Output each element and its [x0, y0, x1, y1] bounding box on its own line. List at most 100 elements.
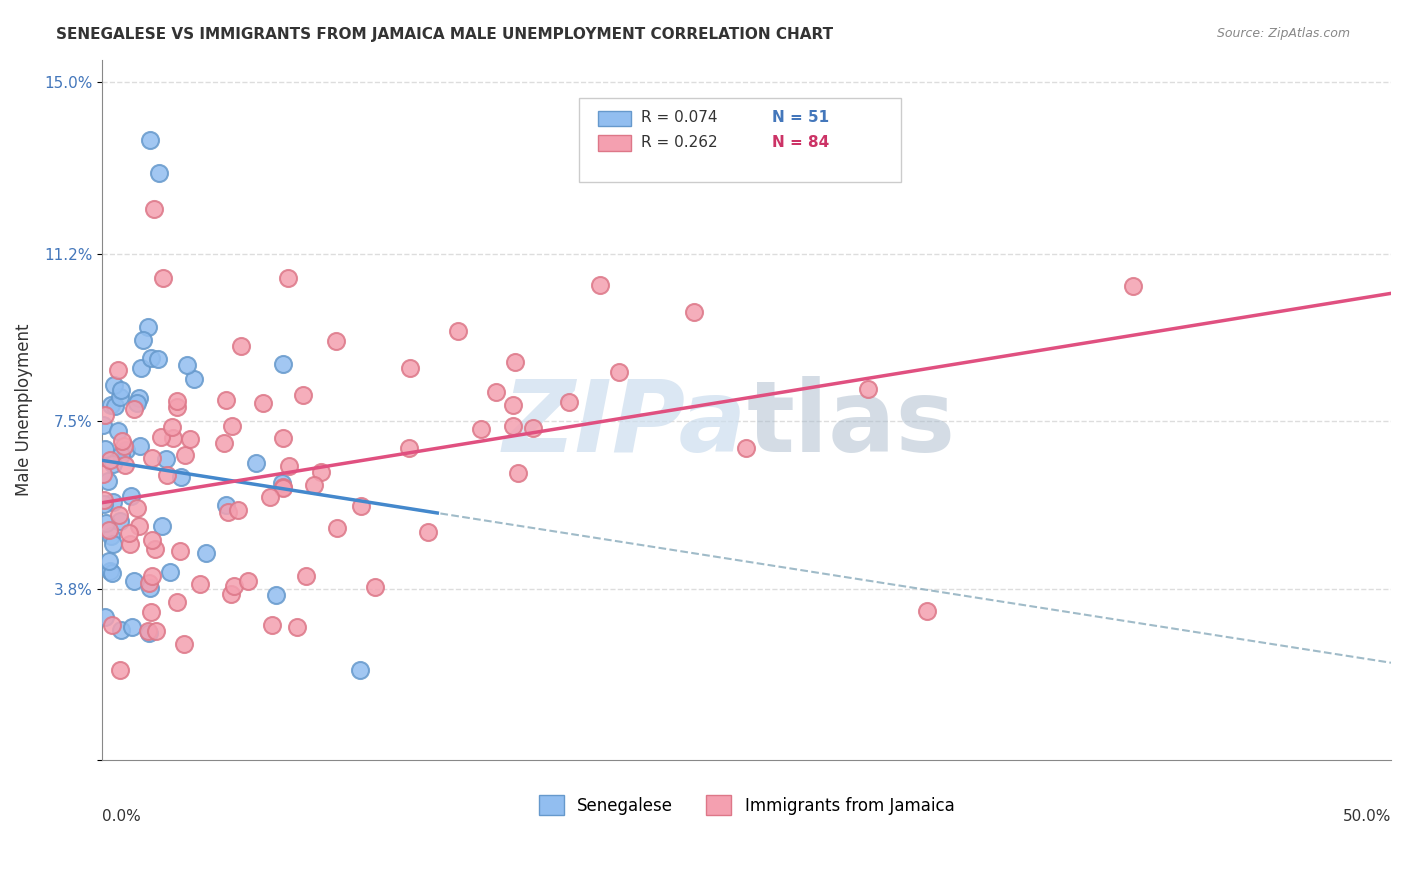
Text: N = 51: N = 51 — [772, 111, 830, 125]
Point — [108, 391, 131, 405]
Point — [212, 436, 235, 450]
Point — [502, 398, 524, 412]
Point — [141, 605, 163, 619]
Point — [114, 442, 136, 457]
Point — [110, 434, 132, 448]
Point — [735, 442, 758, 456]
Point — [98, 523, 121, 537]
Point — [148, 166, 170, 180]
Point — [170, 470, 193, 484]
Point — [349, 663, 371, 677]
Point — [292, 388, 315, 402]
Point — [139, 351, 162, 365]
Point — [162, 431, 184, 445]
Point — [100, 398, 122, 412]
Point — [271, 481, 294, 495]
Point — [271, 476, 294, 491]
Text: R = 0.074: R = 0.074 — [641, 111, 717, 125]
Point — [93, 467, 115, 481]
Point — [683, 305, 706, 319]
Point — [166, 595, 188, 609]
Point — [350, 500, 373, 514]
Y-axis label: Male Unemployment: Male Unemployment — [15, 324, 32, 496]
Point — [485, 384, 508, 399]
Point — [166, 400, 188, 414]
Point — [607, 365, 630, 379]
Point — [138, 576, 160, 591]
Point — [159, 566, 181, 580]
Point — [138, 626, 160, 640]
Point — [229, 339, 252, 353]
FancyBboxPatch shape — [579, 98, 901, 182]
Point — [93, 442, 115, 457]
Point — [183, 372, 205, 386]
Point — [108, 514, 131, 528]
Point — [188, 576, 211, 591]
Point — [91, 418, 114, 433]
Point — [589, 278, 612, 293]
Text: 0.0%: 0.0% — [103, 809, 141, 824]
Legend: Senegalese, Immigrants from Jamaica: Senegalese, Immigrants from Jamaica — [531, 789, 962, 822]
Point — [96, 474, 118, 488]
Point — [101, 537, 124, 551]
Point — [277, 270, 299, 285]
Point — [502, 418, 524, 433]
Point — [145, 624, 167, 638]
Point — [252, 396, 274, 410]
Point — [127, 396, 149, 410]
Point — [217, 505, 239, 519]
Point — [114, 458, 136, 472]
Point — [108, 663, 131, 677]
Point — [259, 490, 281, 504]
Point — [101, 566, 124, 581]
Point — [398, 442, 420, 456]
Point — [129, 439, 152, 453]
Point — [326, 521, 349, 535]
Point — [166, 394, 188, 409]
Point — [93, 492, 115, 507]
Point — [101, 457, 124, 471]
Point — [273, 431, 295, 445]
Point — [264, 588, 287, 602]
Point — [118, 526, 141, 541]
Text: 50.0%: 50.0% — [1343, 809, 1391, 824]
Point — [110, 624, 132, 638]
Point — [141, 450, 163, 465]
Point — [97, 554, 120, 568]
Point — [152, 271, 174, 285]
Point — [295, 568, 318, 582]
Point — [915, 604, 938, 618]
Point — [215, 392, 238, 407]
Point — [503, 354, 526, 368]
Point — [271, 480, 294, 494]
Point — [856, 382, 879, 396]
Point — [173, 637, 195, 651]
Point — [160, 420, 183, 434]
Point — [156, 468, 179, 483]
Point — [522, 421, 544, 435]
Point — [138, 319, 160, 334]
Point — [176, 358, 198, 372]
Point — [224, 579, 246, 593]
Point — [325, 334, 347, 348]
Point — [174, 448, 197, 462]
Point — [94, 610, 117, 624]
Point — [120, 537, 142, 551]
Point — [101, 495, 124, 509]
Point — [110, 384, 132, 398]
Point — [139, 133, 162, 147]
Point — [219, 587, 242, 601]
Point — [107, 424, 129, 438]
Point — [447, 324, 470, 338]
Point — [278, 458, 301, 473]
Point — [260, 618, 283, 632]
Point — [309, 465, 332, 479]
Point — [94, 516, 117, 530]
Text: SENEGALESE VS IMMIGRANTS FROM JAMAICA MALE UNEMPLOYMENT CORRELATION CHART: SENEGALESE VS IMMIGRANTS FROM JAMAICA MA… — [56, 27, 834, 42]
Point — [128, 391, 150, 405]
Point — [125, 501, 148, 516]
Point — [271, 357, 294, 371]
Point — [285, 620, 308, 634]
Point — [141, 533, 163, 548]
Point — [100, 528, 122, 542]
